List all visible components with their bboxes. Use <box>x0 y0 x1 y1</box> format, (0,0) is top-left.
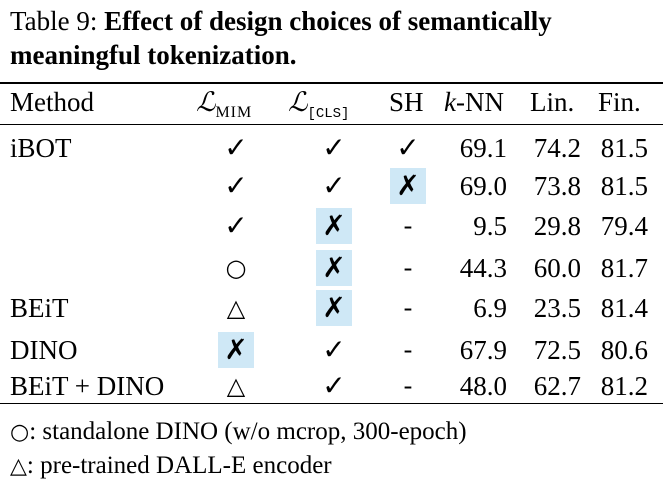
row-knn-value: 69.1 <box>459 133 507 163</box>
row-mim-mark: ✓ <box>224 209 248 242</box>
row-lin-value: 74.2 <box>533 133 581 163</box>
row-mim-mark: △ <box>226 372 246 400</box>
row-cls-mark: ✗ <box>322 291 346 324</box>
row-fin-value: 81.5 <box>600 133 648 163</box>
row-fin-value: 80.6 <box>600 335 648 365</box>
row-cls-mark: ✓ <box>322 333 346 366</box>
row-cls-mark: ✓ <box>322 369 346 402</box>
highlight-cell <box>316 208 352 244</box>
row-knn-value: 69.0 <box>459 171 507 201</box>
header-loss-mim: ℒMIM <box>196 87 253 121</box>
row-sh-mark: - <box>403 335 413 364</box>
row-knn-value: 44.3 <box>459 253 507 283</box>
row-method: DINO <box>10 335 78 365</box>
row-fin-value: 81.2 <box>600 371 648 401</box>
row-sh-mark: - <box>403 293 413 322</box>
row-cls-mark: ✗ <box>322 209 346 242</box>
row-fin-value: 81.7 <box>600 253 648 283</box>
row-sh-mark: - <box>403 211 413 240</box>
row-cls-mark: ✗ <box>322 251 346 284</box>
row-method: BEiT <box>10 293 69 323</box>
row-method: BEiT + DINO <box>10 371 165 401</box>
row-mim-mark: ✓ <box>224 169 248 202</box>
footnote-triangle: △: pre-trained DALL-E encoder <box>10 452 332 479</box>
bottom-rule <box>0 403 663 404</box>
header-lin: Lin. <box>530 87 575 117</box>
row-mim-mark: ○ <box>225 254 247 282</box>
top-rule <box>0 82 663 84</box>
header-loss-cls: ℒ[CLS] <box>288 87 350 122</box>
caption-title: Effect of design choices of semantically… <box>10 6 552 70</box>
row-cls-mark: ✓ <box>322 169 346 202</box>
highlight-cell <box>218 332 254 368</box>
header-method: Method <box>10 87 94 117</box>
row-method: iBOT <box>10 133 72 163</box>
header-knn: k-NN <box>444 87 504 117</box>
highlight-cell <box>390 168 426 204</box>
row-cls-mark: ✓ <box>322 131 346 164</box>
row-fin-value: 81.5 <box>600 171 648 201</box>
header-fin: Fin. <box>598 87 641 117</box>
row-knn-value: 48.0 <box>459 371 507 401</box>
footnote-circle: ○: standalone DINO (w/o mcrop, 300-epoch… <box>10 418 467 445</box>
caption-label: Table 9: <box>10 6 98 36</box>
table-caption: Table 9: Effect of design choices of sem… <box>10 4 660 72</box>
highlight-cell <box>316 250 352 286</box>
row-mim-mark: ✗ <box>224 333 248 366</box>
highlight-cell <box>316 290 352 326</box>
row-sh-mark: ✗ <box>396 169 420 202</box>
row-lin-value: 29.8 <box>533 211 581 241</box>
row-fin-value: 79.4 <box>600 211 648 241</box>
row-mim-mark: △ <box>226 294 246 322</box>
row-knn-value: 6.9 <box>473 293 507 323</box>
row-mim-mark: ✓ <box>224 131 248 164</box>
row-knn-value: 67.9 <box>459 335 507 365</box>
row-sh-mark: ✓ <box>396 131 420 164</box>
row-knn-value: 9.5 <box>473 211 507 241</box>
header-sh: SH <box>389 87 424 117</box>
row-lin-value: 73.8 <box>533 171 581 201</box>
row-lin-value: 23.5 <box>533 293 581 323</box>
row-lin-value: 62.7 <box>533 371 581 401</box>
row-lin-value: 72.5 <box>533 335 581 365</box>
row-sh-mark: - <box>403 371 413 400</box>
row-fin-value: 81.4 <box>600 293 648 323</box>
header-rule <box>0 124 663 125</box>
row-lin-value: 60.0 <box>533 253 581 283</box>
row-sh-mark: - <box>403 253 413 282</box>
